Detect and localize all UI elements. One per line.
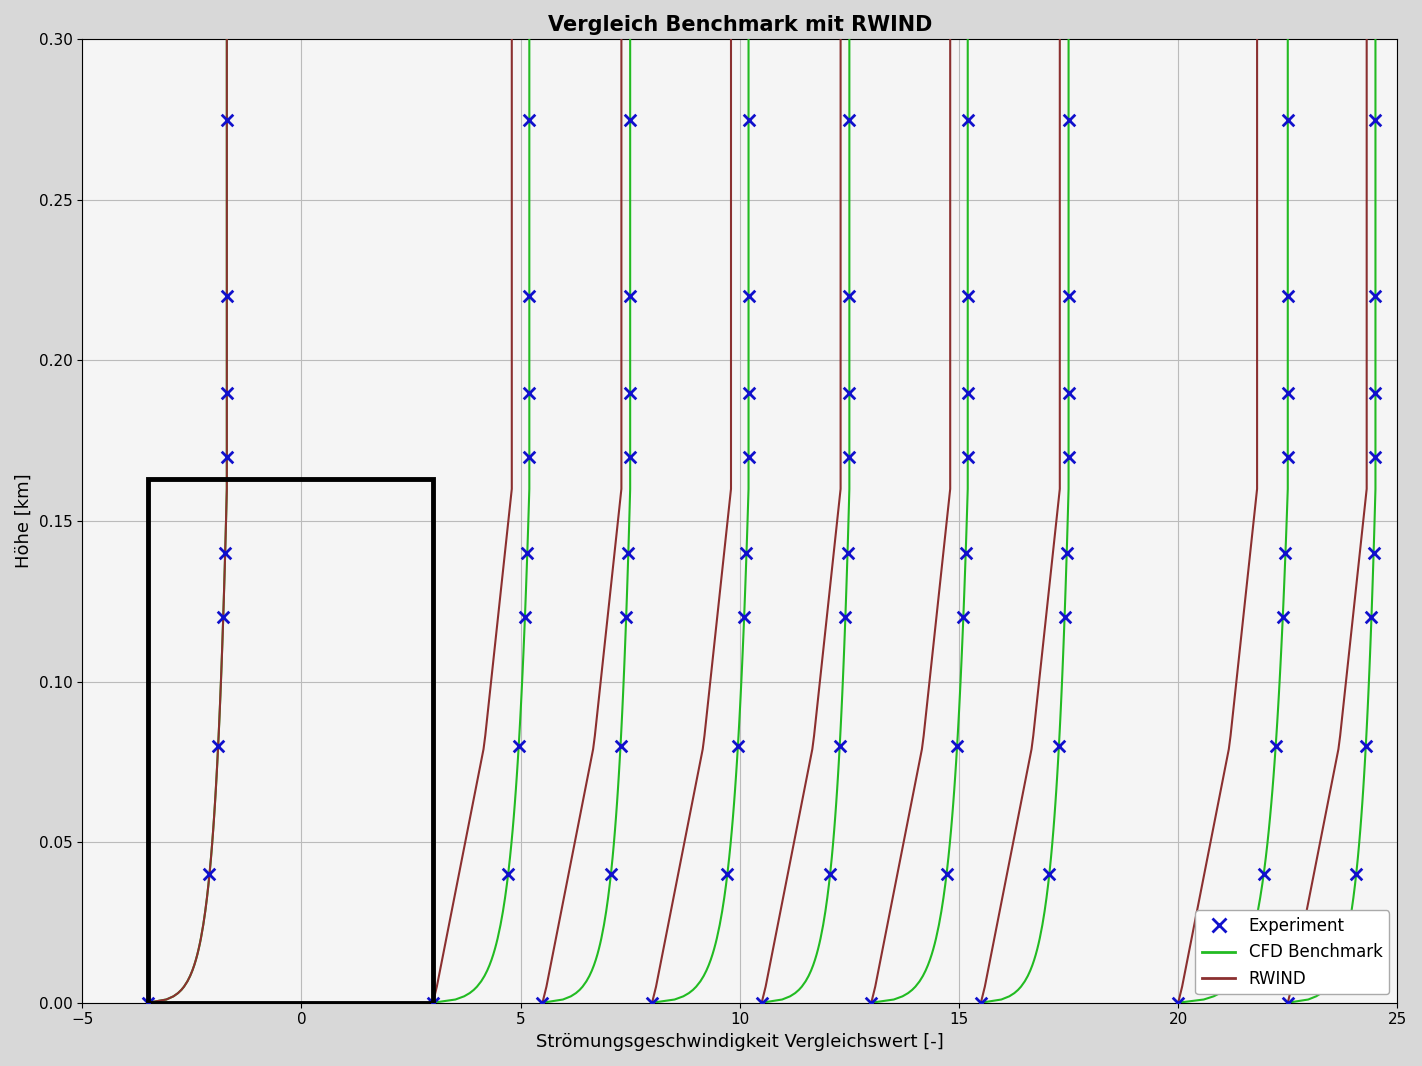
Point	[727, 738, 749, 755]
Point	[216, 449, 239, 466]
Legend: Experiment, CFD Benchmark, RWIND: Experiment, CFD Benchmark, RWIND	[1194, 910, 1389, 995]
Point	[1364, 288, 1386, 305]
Point	[1048, 738, 1071, 755]
Point	[1055, 545, 1078, 562]
Point	[641, 995, 664, 1012]
Point	[1271, 609, 1294, 626]
Point	[1359, 609, 1382, 626]
Point	[860, 995, 883, 1012]
Point	[951, 609, 974, 626]
Point	[619, 384, 641, 401]
Point	[838, 288, 860, 305]
Point	[513, 609, 536, 626]
Point	[496, 866, 519, 883]
Point	[1057, 449, 1079, 466]
Point	[954, 545, 977, 562]
Title: Vergleich Benchmark mit RWIND: Vergleich Benchmark mit RWIND	[547, 15, 931, 35]
Point	[838, 384, 860, 401]
Point	[715, 866, 738, 883]
Point	[216, 288, 239, 305]
Point	[1362, 545, 1385, 562]
Point	[216, 111, 239, 128]
Point	[735, 545, 758, 562]
Point	[737, 384, 759, 401]
Point	[516, 545, 539, 562]
Point	[737, 111, 759, 128]
Point	[829, 738, 852, 755]
Point	[1253, 866, 1276, 883]
Point	[957, 288, 980, 305]
Y-axis label: Höhe [km]: Höhe [km]	[16, 473, 33, 568]
Point	[1345, 866, 1368, 883]
Point	[836, 545, 859, 562]
Point	[1057, 384, 1079, 401]
Point	[819, 866, 842, 883]
Point	[1057, 111, 1079, 128]
Point	[833, 609, 856, 626]
Point	[206, 738, 229, 755]
Point	[421, 995, 444, 1012]
Point	[1277, 995, 1300, 1012]
Point	[137, 995, 159, 1012]
Point	[518, 384, 540, 401]
Point	[1364, 111, 1386, 128]
Point	[609, 738, 631, 755]
Point	[617, 545, 640, 562]
Point	[970, 995, 993, 1012]
Point	[1054, 609, 1076, 626]
Point	[732, 609, 755, 626]
Point	[619, 288, 641, 305]
Point	[614, 609, 637, 626]
Point	[1277, 111, 1300, 128]
Point	[213, 545, 236, 562]
Point	[1038, 866, 1061, 883]
Bar	[148, 480, 432, 1003]
Point	[1057, 288, 1079, 305]
Point	[619, 111, 641, 128]
X-axis label: Strömungsgeschwindigkeit Vergleichswert [-]: Strömungsgeschwindigkeit Vergleichswert …	[536, 1033, 944, 1051]
Point	[751, 995, 774, 1012]
Point	[1277, 449, 1300, 466]
Point	[518, 288, 540, 305]
Point	[1364, 449, 1386, 466]
Point	[1364, 384, 1386, 401]
Point	[957, 384, 980, 401]
Point	[946, 738, 968, 755]
Point	[1274, 545, 1297, 562]
Point	[1277, 384, 1300, 401]
Point	[600, 866, 623, 883]
Point	[530, 995, 553, 1012]
Point	[838, 111, 860, 128]
Point	[212, 609, 235, 626]
Point	[1264, 738, 1287, 755]
Point	[198, 866, 220, 883]
Point	[957, 449, 980, 466]
Point	[838, 449, 860, 466]
Point	[936, 866, 958, 883]
Point	[737, 288, 759, 305]
Point	[518, 111, 540, 128]
Point	[216, 384, 239, 401]
Point	[1277, 288, 1300, 305]
Point	[508, 738, 530, 755]
Point	[957, 111, 980, 128]
Point	[518, 449, 540, 466]
Point	[1167, 995, 1190, 1012]
Point	[619, 449, 641, 466]
Point	[1354, 738, 1376, 755]
Point	[737, 449, 759, 466]
